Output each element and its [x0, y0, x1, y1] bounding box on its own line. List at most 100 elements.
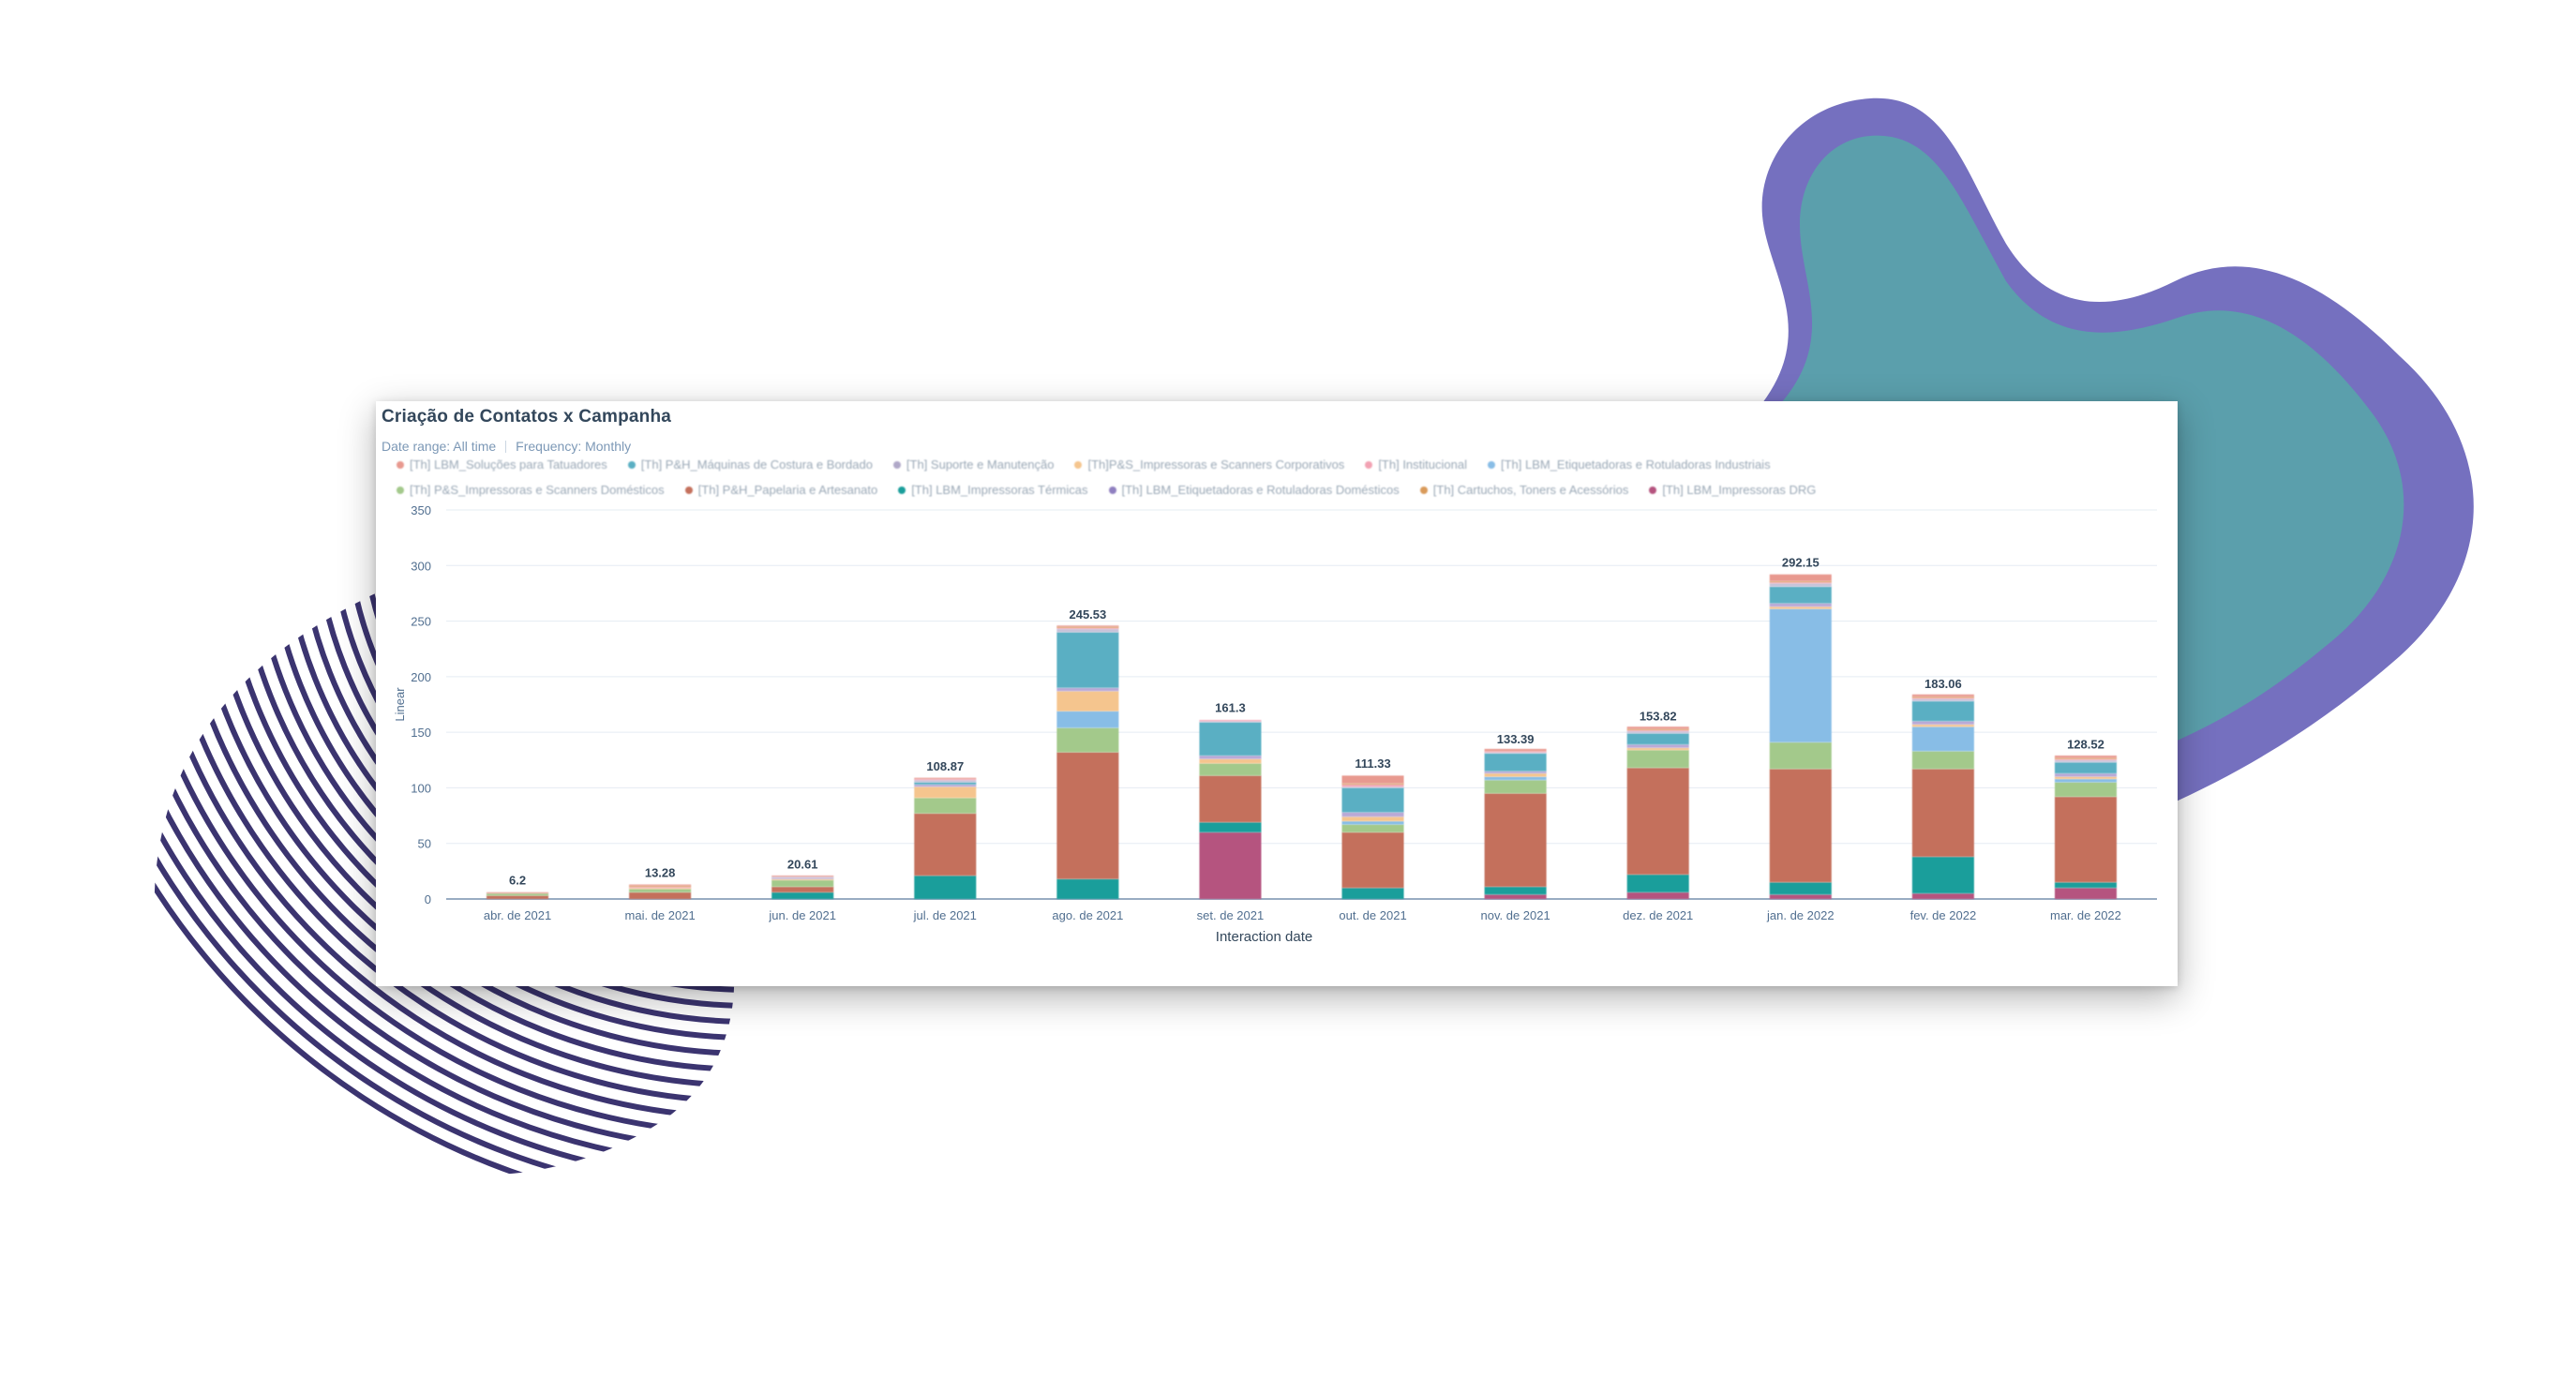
bar-segment[interactable] [1056, 691, 1119, 711]
bar-segment[interactable] [629, 888, 692, 890]
bar-segment[interactable] [2054, 762, 2117, 774]
bar-segment[interactable] [1056, 625, 1119, 627]
bar-segment[interactable] [1911, 769, 1974, 857]
bar-segment[interactable] [1056, 878, 1119, 899]
bar-segment[interactable] [1769, 574, 1832, 581]
date-range-label[interactable]: Date range: All time [382, 439, 497, 454]
bar-segment[interactable] [1341, 784, 1404, 787]
bar-segment[interactable] [1199, 831, 1262, 899]
bar-segment[interactable] [2054, 758, 2117, 760]
bar-segment[interactable] [1769, 603, 1832, 607]
legend-item[interactable]: [Th] LBM_Impressoras Térmicas [898, 483, 1088, 497]
bar-segment[interactable] [2054, 759, 2117, 763]
bar-segment[interactable] [1056, 687, 1119, 692]
bar-segment[interactable] [1626, 730, 1689, 734]
bar-segment[interactable] [914, 786, 977, 799]
bar-segment[interactable] [1341, 831, 1404, 889]
legend-item[interactable]: [Th] Cartuchos, Toners e Acessórios [1419, 483, 1628, 497]
bar-segment[interactable] [1626, 728, 1689, 730]
legend-item[interactable]: [Th] LBM_Impressoras DRG [1649, 483, 1816, 497]
bar-segment[interactable] [771, 879, 834, 887]
bar-segment[interactable] [1626, 874, 1689, 892]
bar-segment[interactable] [1199, 775, 1262, 823]
bar-segment[interactable] [914, 784, 977, 787]
bar-segment[interactable] [1199, 763, 1262, 776]
bar-segment[interactable] [1911, 724, 1974, 727]
bar-segment[interactable] [2054, 776, 2117, 779]
bar-segment[interactable] [914, 780, 977, 783]
bar-segment[interactable] [2054, 757, 2117, 759]
bar-segment[interactable] [1911, 856, 1974, 894]
legend-item[interactable]: [Th] Institucional [1365, 457, 1467, 472]
bar-segment[interactable] [1769, 741, 1832, 770]
bar-segment[interactable] [1626, 726, 1689, 729]
bar-segment[interactable] [1484, 771, 1547, 774]
bar-segment[interactable] [487, 891, 549, 894]
bar-segment[interactable] [1769, 882, 1832, 895]
bar-segment[interactable] [1769, 607, 1832, 609]
bar-segment[interactable] [1626, 768, 1689, 875]
bar-segment[interactable] [629, 891, 692, 899]
bar-segment[interactable] [1769, 582, 1832, 584]
bar-segment[interactable] [1769, 769, 1832, 883]
bar-segment[interactable] [487, 893, 549, 896]
bar-segment[interactable] [1341, 888, 1404, 899]
legend-item[interactable]: [Th]P&S_Impressoras e Scanners Corporati… [1074, 457, 1344, 472]
bar-segment[interactable] [487, 895, 549, 899]
bar-segment[interactable] [1056, 752, 1119, 879]
bar-segment[interactable] [1911, 721, 1974, 725]
bar-segment[interactable] [771, 878, 834, 880]
bar-segment[interactable] [2054, 888, 2117, 899]
bar-segment[interactable] [1911, 893, 1974, 899]
bar-segment[interactable] [1341, 816, 1404, 821]
bar-segment[interactable] [2054, 782, 2117, 797]
bar-segment[interactable] [629, 885, 692, 887]
bar-segment[interactable] [1484, 776, 1547, 781]
bar-segment[interactable] [1056, 628, 1119, 633]
bar-segment[interactable] [914, 778, 977, 781]
bar-segment[interactable] [1484, 773, 1547, 777]
bar-segment[interactable] [629, 886, 692, 889]
legend-item[interactable]: [Th] P&H_Máquinas de Costura e Bordado [627, 457, 873, 472]
bar-segment[interactable] [914, 813, 977, 876]
bar-segment[interactable] [1769, 583, 1832, 587]
bar-segment[interactable] [1911, 700, 1974, 722]
legend-item[interactable]: [Th] P&H_Papelaria e Artesanato [684, 483, 877, 497]
legend-item[interactable]: [Th] LBM_Etiquetadoras e Rotuladoras Dom… [1108, 483, 1400, 497]
legend-item[interactable]: [Th] Suporte e Manutenção [892, 457, 1054, 472]
bar-segment[interactable] [1484, 793, 1547, 887]
bar-segment[interactable] [771, 876, 834, 878]
bar-segment[interactable] [1911, 751, 1974, 770]
bar-segment[interactable] [1056, 711, 1119, 728]
bar-segment[interactable] [1341, 824, 1404, 832]
bar-segment[interactable] [1484, 894, 1547, 899]
legend-item[interactable]: [Th] P&S_Impressoras e Scanners Doméstic… [397, 483, 665, 497]
bar-segment[interactable] [1626, 733, 1689, 745]
legend-item[interactable]: [Th] LBM_Soluções para Tatuadores [397, 457, 607, 472]
bar-segment[interactable] [1056, 626, 1119, 628]
bar-segment[interactable] [2054, 882, 2117, 889]
bar-segment[interactable] [914, 876, 977, 899]
bar-segment[interactable] [771, 886, 834, 892]
bar-segment[interactable] [1056, 727, 1119, 753]
bar-segment[interactable] [1341, 786, 1404, 788]
bar-segment[interactable] [1911, 696, 1974, 698]
bar-segment[interactable] [1484, 780, 1547, 794]
bar-segment[interactable] [771, 877, 834, 879]
bar-segment[interactable] [1341, 821, 1404, 825]
bar-segment[interactable] [1056, 632, 1119, 688]
bar-segment[interactable] [1911, 698, 1974, 701]
bar-segment[interactable] [1484, 886, 1547, 895]
bar-segment[interactable] [1911, 694, 1974, 697]
bar-segment[interactable] [914, 798, 977, 814]
bar-segment[interactable] [1626, 891, 1689, 899]
bar-segment[interactable] [1626, 729, 1689, 731]
bar-segment[interactable] [1199, 822, 1262, 832]
bar-segment[interactable] [1199, 756, 1262, 759]
bar-segment[interactable] [629, 889, 692, 892]
bar-segment[interactable] [1341, 787, 1404, 813]
bar-segment[interactable] [629, 884, 692, 886]
bar-segment[interactable] [1199, 758, 1262, 764]
bar-segment[interactable] [914, 777, 977, 779]
bar-segment[interactable] [1341, 775, 1404, 784]
